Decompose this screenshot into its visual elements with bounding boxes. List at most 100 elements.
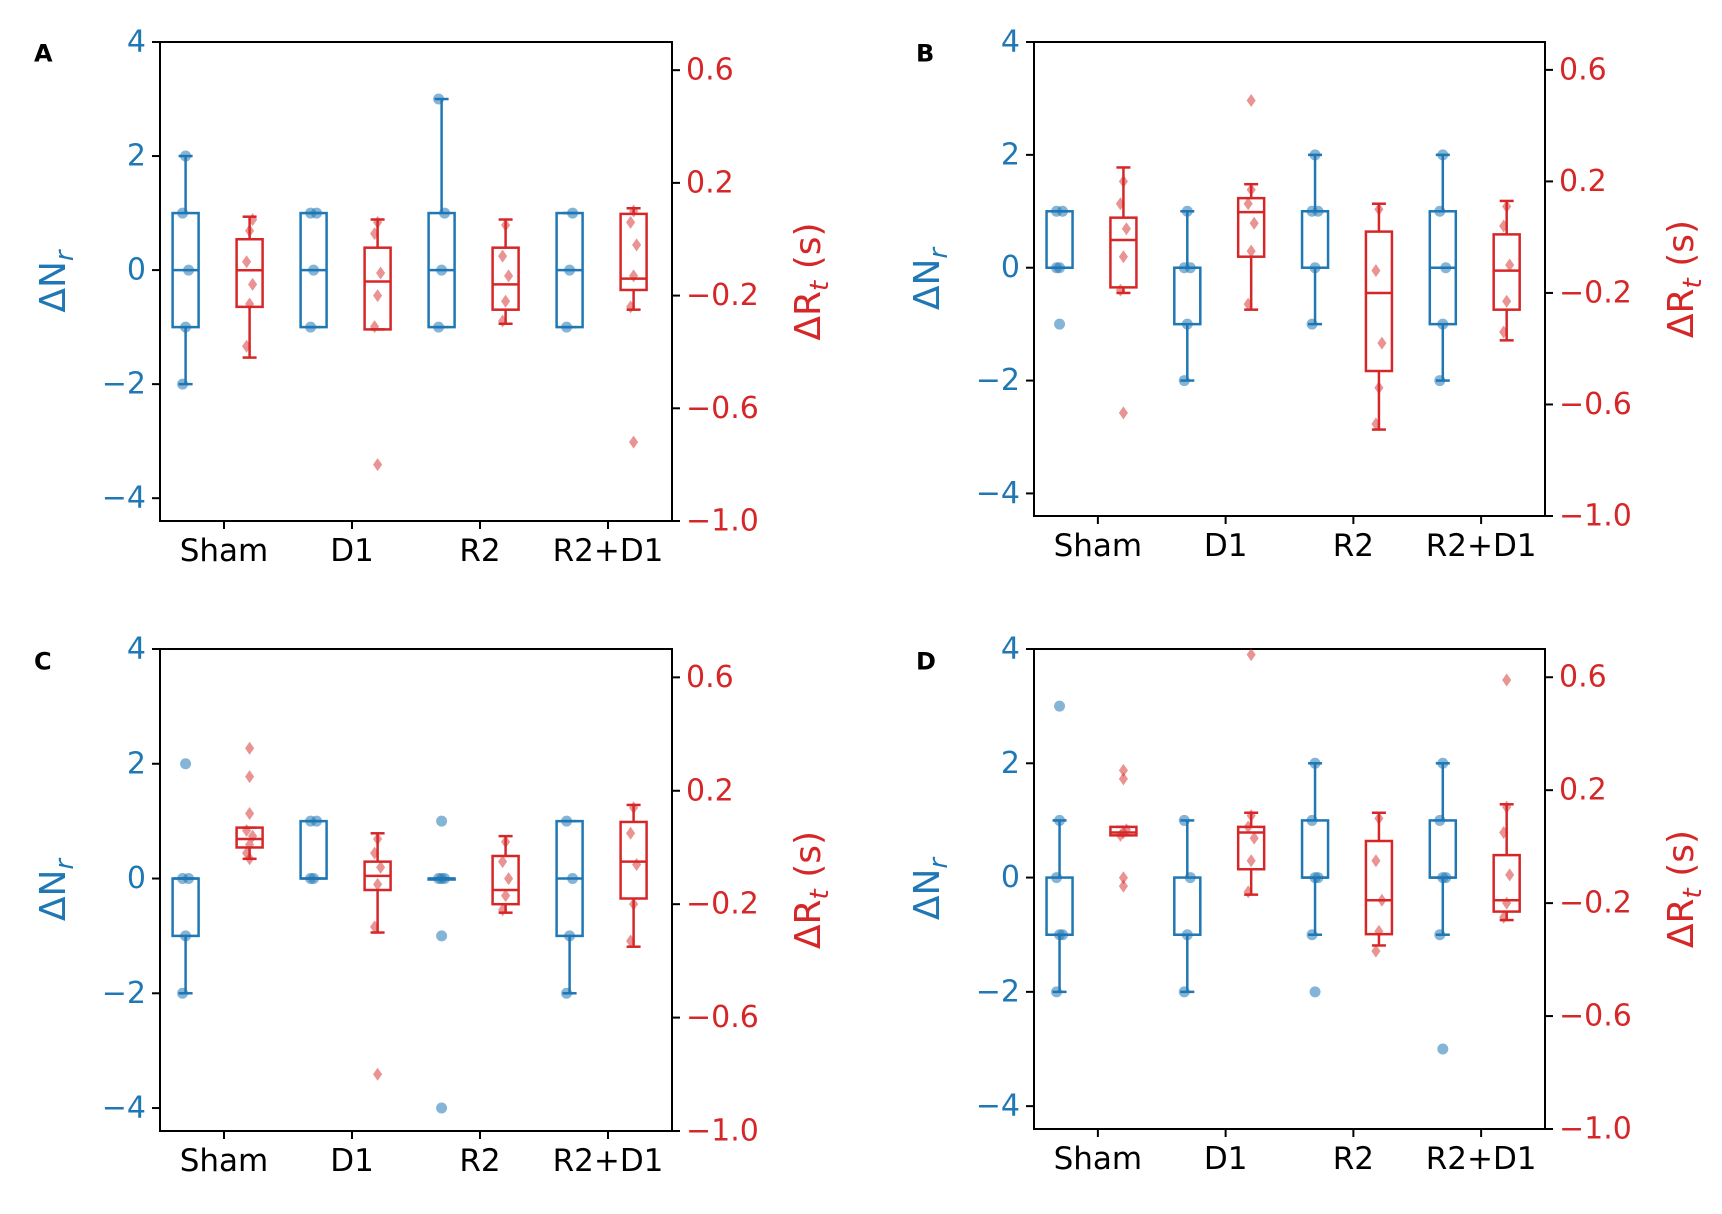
panel-letter: C: [34, 648, 52, 676]
data-point: [1243, 885, 1253, 899]
data-point: [1118, 174, 1128, 188]
series-delta-n-r: [1045, 700, 1458, 1055]
axes-frame: [159, 41, 673, 522]
x-tick-label: R2+D1: [1426, 528, 1537, 564]
data-point: [1178, 986, 1190, 998]
left-tick-label: 4: [127, 632, 146, 667]
data-point: [1181, 318, 1193, 330]
data-point: [632, 238, 642, 252]
data-point: [1434, 929, 1446, 941]
outlier-point: [1309, 986, 1321, 998]
data-point: [370, 227, 380, 241]
box-r2-plus-d1: [1492, 673, 1521, 924]
data-point: [1502, 294, 1512, 308]
panel-d: D −4 −2 0 2 4 −1.0 −0.6 −0.2 0.2 0.6 Sham D1 R2 R2+D1 Δ…: [907, 632, 1708, 1178]
data-point: [305, 321, 317, 333]
data-point: [501, 835, 511, 849]
data-point: [564, 264, 576, 276]
right-tick-label: −1.0: [1559, 499, 1632, 534]
data-point: [629, 204, 639, 218]
right-axis-label-sub: t: [805, 888, 835, 899]
data-point: [1437, 757, 1449, 769]
data-point: [1051, 872, 1063, 884]
data-point: [1246, 854, 1256, 868]
data-point: [1054, 262, 1066, 274]
box-d1: [1173, 205, 1202, 387]
data-point: [1309, 149, 1321, 161]
data-point: [1306, 929, 1318, 941]
panel-letter: B: [916, 40, 934, 68]
box-body: [235, 237, 264, 309]
data-point: [1306, 814, 1318, 826]
box-sham: [1109, 166, 1138, 420]
data-point: [177, 207, 189, 219]
axes-frame: [159, 648, 673, 1132]
data-point: [1243, 297, 1253, 311]
data-point: [504, 269, 514, 283]
box-body: [1364, 839, 1394, 936]
data-point: [1309, 757, 1321, 769]
data-point: [561, 321, 573, 333]
series-delta-r-t: [235, 741, 648, 1081]
outlier-point: [245, 741, 255, 755]
data-point: [1178, 262, 1190, 274]
box-r2: [1364, 202, 1394, 431]
data-point: [436, 264, 448, 276]
data-point: [1249, 216, 1259, 230]
left-tick-label: 4: [127, 25, 146, 60]
data-point: [498, 903, 508, 917]
x-tick-label: R2+D1: [553, 1143, 664, 1179]
data-point: [1505, 258, 1515, 272]
outlier-point: [436, 930, 448, 942]
right-tick-label: −0.2: [686, 278, 759, 313]
data-point: [177, 378, 189, 390]
right-axis-label: ΔRt (s): [788, 222, 835, 340]
outlier-point: [245, 852, 255, 866]
right-tick-label: −0.6: [686, 391, 759, 426]
left-axis-label-sub: r: [50, 857, 80, 870]
data-point: [1246, 183, 1256, 197]
x-tick-label: R2: [1333, 1141, 1374, 1177]
outlier-point: [1054, 318, 1066, 330]
left-tick-label: −4: [976, 1089, 1020, 1124]
right-tick-label: 0.6: [686, 53, 734, 88]
x-tick-label: D1: [1204, 528, 1248, 564]
outlier-point: [629, 435, 639, 449]
series-delta-n-r: [171, 758, 584, 1114]
data-point: [498, 249, 508, 263]
data-point: [629, 897, 639, 911]
left-tick-label: −2: [102, 367, 146, 402]
data-point: [1246, 809, 1256, 823]
x-tick-label: R2+D1: [553, 533, 664, 569]
left-tick-label: 2: [127, 746, 146, 781]
panel-c: C −4 −2 0 2 4 −1.0 −0.6 −0.2 0.2 0.6 Sham D1 R2 R2+D1 Δ…: [33, 632, 835, 1180]
left-tick-label: 2: [127, 139, 146, 174]
data-point: [1434, 375, 1446, 387]
data-point: [1434, 205, 1446, 217]
data-point: [561, 815, 573, 827]
outlier-point: [373, 1067, 383, 1081]
data-point: [373, 832, 383, 846]
data-point: [370, 846, 380, 860]
series-delta-n-r: [1045, 149, 1458, 387]
data-point: [373, 877, 383, 891]
data-point: [1243, 820, 1253, 834]
data-point: [1505, 868, 1515, 882]
data-point: [180, 321, 192, 333]
data-point: [1499, 910, 1509, 924]
data-point: [567, 873, 579, 885]
data-point: [1374, 202, 1384, 216]
data-point: [433, 321, 445, 333]
right-tick-label: 0.6: [1559, 52, 1607, 87]
right-axis-label: ΔRt (s): [788, 831, 835, 949]
box-body: [363, 246, 392, 331]
data-point: [1374, 381, 1384, 395]
right-tick-label: −0.2: [686, 887, 759, 922]
data-point: [1306, 205, 1318, 217]
right-tick-label: −0.6: [686, 1000, 759, 1035]
data-point: [1051, 986, 1063, 998]
data-point: [177, 873, 189, 885]
data-point: [1181, 929, 1193, 941]
series-delta-r-t: [235, 204, 648, 472]
right-tick-label: −0.2: [1559, 275, 1632, 310]
